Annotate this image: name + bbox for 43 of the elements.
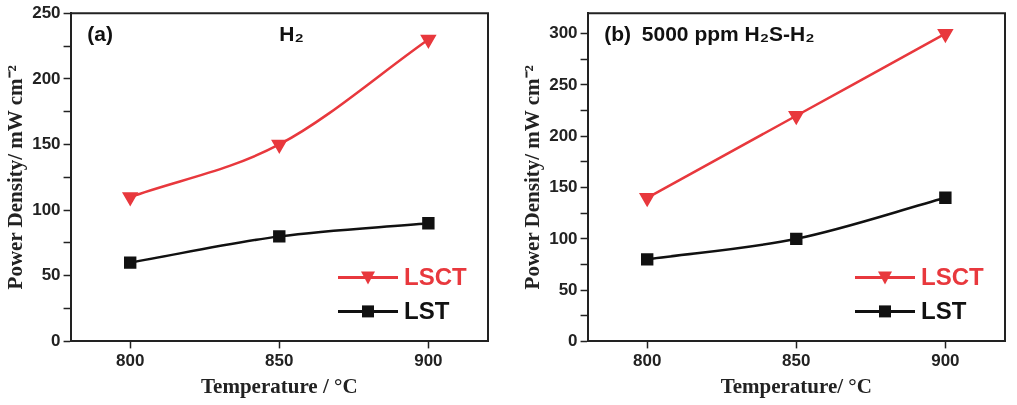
y-tick-label: 150 (32, 134, 61, 154)
y-tick-label: 250 (32, 2, 61, 22)
point (938, 28, 953, 42)
annotation: (a) (87, 22, 113, 45)
x-axis-title: Temperature/ °C (720, 373, 872, 398)
x-axis-title: Temperature / °C (201, 373, 358, 398)
x-tick-label: 850 (782, 351, 811, 371)
y-tick-label: 0 (51, 331, 61, 351)
legend-label: LST (404, 297, 450, 325)
x-tick-label: 900 (931, 351, 960, 371)
point (273, 230, 286, 243)
point (421, 34, 436, 48)
x-tick-label: 800 (116, 351, 145, 371)
legend-label: LST (921, 297, 967, 325)
x-tick-label: 900 (414, 351, 443, 371)
annotation: 5000 ppm H₂S-H₂ (641, 22, 815, 45)
point (122, 192, 138, 206)
x-tick-label: 850 (265, 351, 294, 371)
y-tick-label: 300 (549, 23, 578, 43)
y-tick-label: 50 (41, 265, 61, 285)
point (271, 139, 287, 153)
y-tick-label: 50 (558, 279, 578, 299)
annotation: H₂ (279, 22, 304, 45)
legend-label: LSCT (404, 263, 467, 291)
point (939, 191, 952, 205)
y-tick-label: 150 (549, 177, 578, 197)
point (422, 217, 435, 230)
point (639, 193, 655, 207)
y-axis-title: Power Density/ mW cm⁻² (3, 65, 28, 290)
x-tick-label: 800 (633, 351, 662, 371)
point (788, 111, 804, 125)
y-tick-label: 200 (549, 125, 578, 145)
y-tick-label: 250 (549, 74, 578, 94)
y-tick-label: 0 (568, 331, 578, 351)
point (790, 232, 803, 246)
point (641, 253, 654, 266)
y-tick-label: 100 (549, 228, 578, 248)
point (124, 256, 137, 269)
annotation: (b) (604, 22, 632, 45)
y-tick-label: 100 (32, 199, 61, 219)
y-tick-label: 200 (32, 68, 61, 88)
y-axis-title: Power Density/ mW cm⁻² (520, 65, 545, 290)
legend-label: LSCT (921, 263, 984, 291)
